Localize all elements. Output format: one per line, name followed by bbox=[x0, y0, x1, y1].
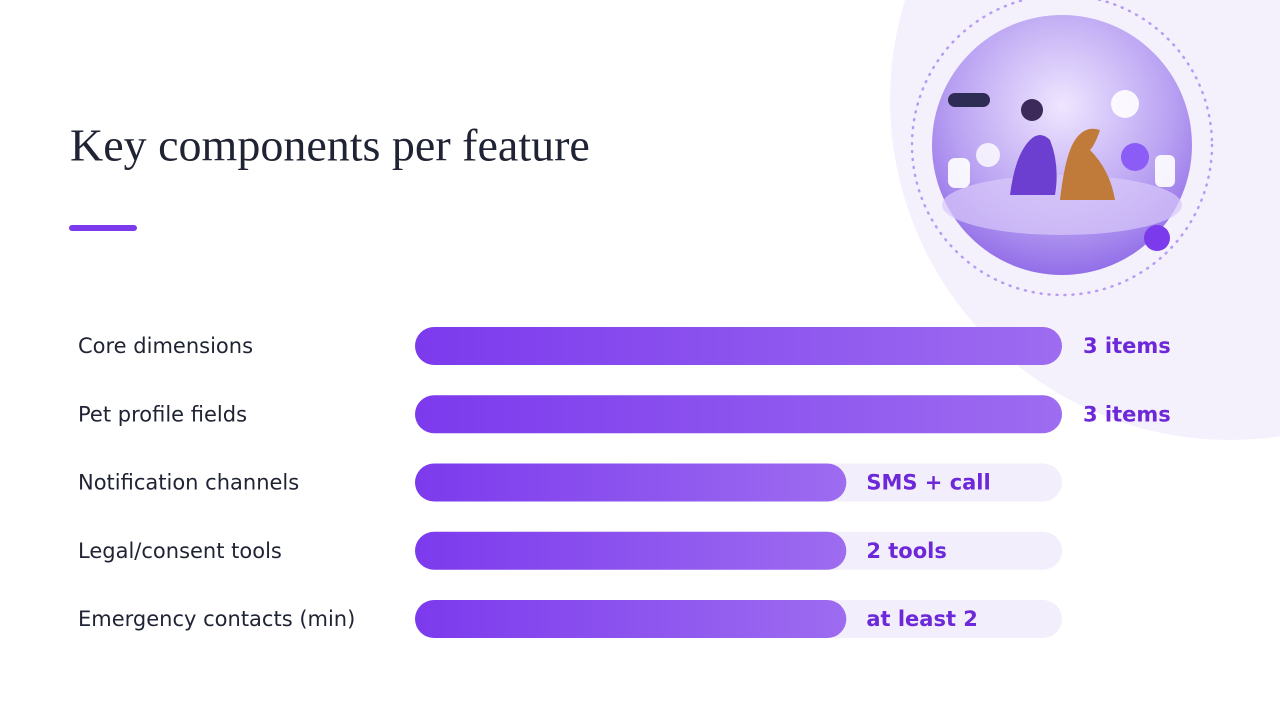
value-label: at least 2 bbox=[866, 607, 978, 631]
value-label: 3 items bbox=[1083, 402, 1171, 426]
value-label: SMS + call bbox=[866, 471, 990, 495]
bar bbox=[415, 531, 847, 570]
category-label: Core dimensions bbox=[78, 334, 253, 358]
category-label: Pet profile fields bbox=[78, 402, 247, 426]
bar bbox=[415, 463, 847, 502]
bar bbox=[415, 395, 1062, 434]
bar bbox=[415, 327, 1062, 365]
category-label: Emergency contacts (min) bbox=[78, 607, 355, 631]
dotted-ring bbox=[910, 0, 1214, 297]
category-label: Notification channels bbox=[78, 471, 299, 495]
bar bbox=[415, 600, 847, 638]
title-accent bbox=[69, 225, 137, 231]
chart-title: Key components per feature bbox=[70, 120, 590, 171]
value-label: 2 tools bbox=[866, 539, 947, 563]
illustration bbox=[932, 15, 1192, 275]
category-label: Legal/consent tools bbox=[78, 539, 282, 563]
value-label: 3 items bbox=[1083, 334, 1171, 358]
accent-dot bbox=[1144, 225, 1170, 251]
